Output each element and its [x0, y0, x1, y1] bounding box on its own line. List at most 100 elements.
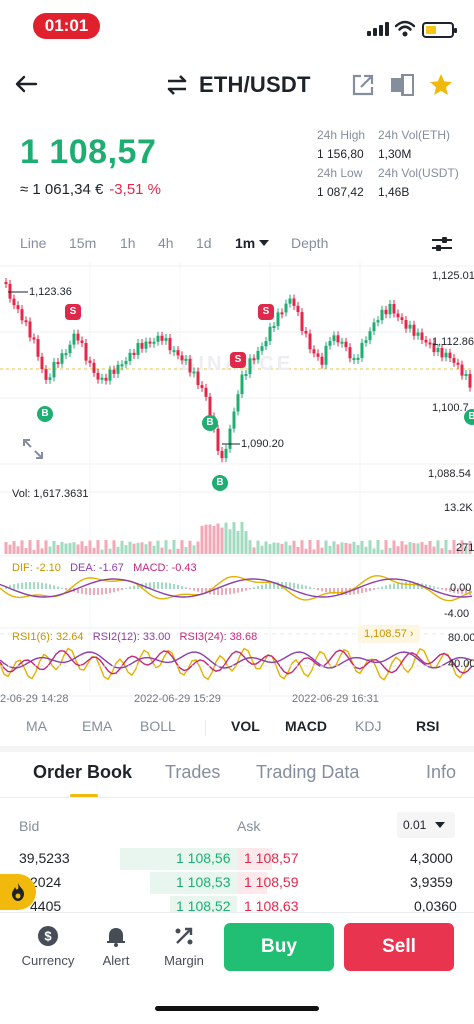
- settings-sliders-icon[interactable]: [431, 234, 453, 254]
- low-label: 24h Low: [317, 166, 363, 180]
- macd-bar: [357, 588, 359, 594]
- indicator-ema[interactable]: EMA: [82, 718, 113, 734]
- rsi-axis-top: 80.00: [448, 632, 474, 644]
- macd-bar: [117, 588, 119, 592]
- volume-bar: [100, 549, 104, 554]
- bell-icon: [107, 928, 125, 947]
- volume-bar: [104, 540, 108, 554]
- share-icon[interactable]: [350, 72, 376, 98]
- volume-bar: [464, 546, 468, 554]
- candle: [416, 332, 420, 336]
- macd-bar: [81, 588, 83, 594]
- macd-bar: [465, 588, 467, 595]
- indicator-rsi[interactable]: RSI: [416, 718, 440, 734]
- volume-bar: [288, 545, 292, 554]
- back-arrow-icon[interactable]: [12, 70, 40, 98]
- macd-bar: [41, 582, 43, 589]
- candle: [272, 325, 276, 328]
- volume-bar: [24, 548, 28, 554]
- candle: [204, 387, 208, 397]
- macd-bar: [381, 586, 383, 589]
- candle: [4, 282, 8, 284]
- candle: [8, 283, 12, 299]
- tab-1m[interactable]: 1m: [235, 235, 270, 251]
- volume-bar: [356, 545, 360, 554]
- current-price-tag[interactable]: 1,108.57 ›: [358, 625, 420, 643]
- compare-icon[interactable]: [389, 72, 415, 98]
- candle: [176, 350, 180, 356]
- home-indicator: [155, 1006, 319, 1011]
- tab-depth[interactable]: Depth: [291, 235, 329, 251]
- ask-qty: 4,3000: [410, 850, 453, 866]
- sell-button[interactable]: Sell: [344, 923, 454, 971]
- volume-bar: [164, 540, 168, 554]
- macd-bar: [37, 582, 39, 589]
- macd-bar: [333, 588, 335, 595]
- tab-line[interactable]: Line: [20, 235, 47, 251]
- tab-trades[interactable]: Trades: [165, 762, 221, 782]
- buy-signal-marker: B: [464, 409, 474, 425]
- volume-bar: [20, 540, 24, 554]
- volume-bar: [136, 542, 140, 554]
- tab-1h[interactable]: 1h: [120, 235, 136, 251]
- precision-dropdown[interactable]: 0.01: [397, 812, 455, 838]
- volume-bar: [284, 541, 288, 554]
- order-book-row[interactable]: 2024 1 108,53 1 108,59 3,9359: [0, 872, 474, 896]
- active-tab-indicator: [70, 794, 98, 797]
- candle: [16, 305, 20, 310]
- macd-dif-line: [0, 574, 473, 602]
- macd-bar: [137, 584, 139, 589]
- volume-bar: [348, 543, 352, 554]
- rsi-axis-bottom: 40.00: [448, 658, 474, 670]
- candle: [412, 324, 416, 336]
- order-book-row[interactable]: 39,5233 1 108,56 1 108,57 4,3000: [0, 848, 474, 872]
- volume-bar: [428, 540, 432, 554]
- indicator-kdj[interactable]: KDJ: [355, 718, 382, 734]
- macd-bar: [429, 585, 431, 589]
- macd-bar: [353, 588, 355, 595]
- ask-qty: 3,9359: [410, 874, 453, 890]
- order-section-tabs: Order Book Trades Trading Data Info: [0, 758, 474, 798]
- candle: [260, 346, 264, 351]
- macd-bar: [177, 584, 179, 589]
- status-bar: 01:01: [0, 0, 474, 54]
- indicator-vol[interactable]: VOL: [231, 718, 260, 734]
- margin-button[interactable]: Margin: [154, 925, 214, 968]
- tab-4h[interactable]: 4h: [158, 235, 174, 251]
- candle: [332, 335, 336, 341]
- candle: [140, 343, 144, 349]
- indicator-macd[interactable]: MACD: [285, 718, 327, 734]
- buy-button[interactable]: Buy: [224, 923, 334, 971]
- indicator-ma[interactable]: MA: [26, 718, 47, 734]
- macd-bar: [265, 583, 267, 589]
- tab-info[interactable]: Info: [426, 762, 457, 782]
- volume-bar: [416, 543, 420, 554]
- tab-trading-data[interactable]: Trading Data: [256, 762, 360, 782]
- star-icon[interactable]: [428, 72, 454, 98]
- indicator-boll[interactable]: BOLL: [140, 718, 176, 734]
- tab-order-book[interactable]: Order Book: [33, 762, 133, 782]
- kline-chart[interactable]: BINANCE 1,125.01 1,112.86 1,100.7 1,088.…: [0, 262, 474, 717]
- hot-fab[interactable]: [0, 874, 36, 910]
- macd-bar: [385, 585, 387, 589]
- ask-price: 1 108,59: [244, 874, 299, 890]
- macd-bar: [369, 588, 371, 592]
- chart-canvas: BINANCE: [0, 262, 474, 697]
- volume-bar: [152, 545, 156, 554]
- volume-bar: [124, 545, 128, 554]
- alert-button[interactable]: Alert: [86, 925, 146, 968]
- candle: [456, 362, 460, 365]
- expand-icon[interactable]: [22, 438, 44, 460]
- candle: [304, 330, 308, 334]
- tab-1d[interactable]: 1d: [196, 235, 212, 251]
- pair-selector[interactable]: ETH/USDT: [165, 70, 311, 100]
- bid-qty: 39,5233: [19, 850, 70, 866]
- volume-bar: [208, 524, 212, 554]
- currency-button[interactable]: $ Currency: [18, 925, 78, 968]
- tab-15m[interactable]: 15m: [69, 235, 97, 251]
- macd-bar: [17, 583, 19, 589]
- candle: [264, 341, 268, 347]
- fiat-value: ≈ 1 061,34 €: [20, 181, 104, 198]
- candle: [408, 324, 412, 329]
- candle: [444, 352, 448, 358]
